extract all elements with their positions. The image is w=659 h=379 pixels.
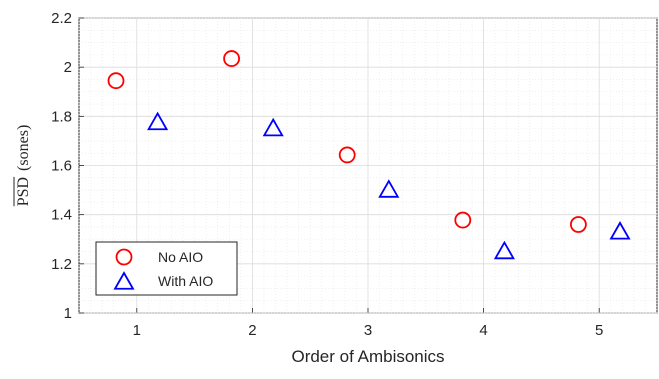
x-tick-label: 2 bbox=[248, 322, 256, 339]
data-point-with-aio bbox=[609, 221, 631, 240]
y-tick-label: 1.6 bbox=[51, 158, 72, 175]
legend-marker-no-aio bbox=[115, 248, 133, 266]
x-tick-labels: 1 2 3 4 5 bbox=[133, 322, 604, 339]
y-tick-label: 1.4 bbox=[51, 207, 72, 224]
series-with-aio bbox=[147, 111, 631, 260]
y-tick-label: 1.8 bbox=[51, 108, 72, 125]
data-point-no-aio bbox=[569, 216, 587, 233]
series-marks bbox=[107, 50, 631, 260]
data-point-with-aio bbox=[378, 179, 400, 198]
legend-entries: No AIO With AIO bbox=[113, 248, 213, 290]
y-axis-label-text: PSD (sones) bbox=[15, 125, 32, 207]
data-point-no-aio bbox=[223, 50, 240, 67]
legend-label: No AIO bbox=[158, 249, 203, 265]
x-tick-label: 4 bbox=[479, 322, 487, 339]
legend: No AIO With AIO bbox=[95, 241, 238, 296]
x-tick-label: 5 bbox=[595, 322, 603, 339]
data-point-with-aio bbox=[493, 240, 515, 260]
legend-marker-with-aio bbox=[113, 271, 135, 290]
y-tick-label: 1.2 bbox=[51, 256, 72, 273]
y-tick-label: 2.2 bbox=[51, 10, 72, 27]
data-point-no-aio bbox=[107, 72, 125, 90]
data-point-with-aio bbox=[147, 111, 169, 131]
y-axis-label: PSD (sones) bbox=[13, 125, 32, 207]
legend-label: With AIO bbox=[158, 273, 213, 289]
y-axis-label-unit: (sones) bbox=[15, 125, 32, 171]
data-point-no-aio bbox=[454, 211, 472, 229]
x-tick-label: 1 bbox=[133, 322, 141, 339]
y-tick-label: 1 bbox=[64, 305, 72, 322]
x-axis-label: Order of Ambisonics bbox=[291, 347, 444, 366]
y-tick-labels: 1 1.2 1.4 1.6 1.8 2 2.2 bbox=[51, 10, 72, 322]
y-axis-label-psd: PSD bbox=[15, 177, 32, 206]
x-tick-label: 3 bbox=[364, 322, 372, 339]
y-tick-label: 2 bbox=[64, 59, 72, 76]
data-point-with-aio bbox=[262, 117, 284, 137]
series-no-aio bbox=[107, 50, 587, 233]
data-point-no-aio bbox=[338, 146, 356, 164]
